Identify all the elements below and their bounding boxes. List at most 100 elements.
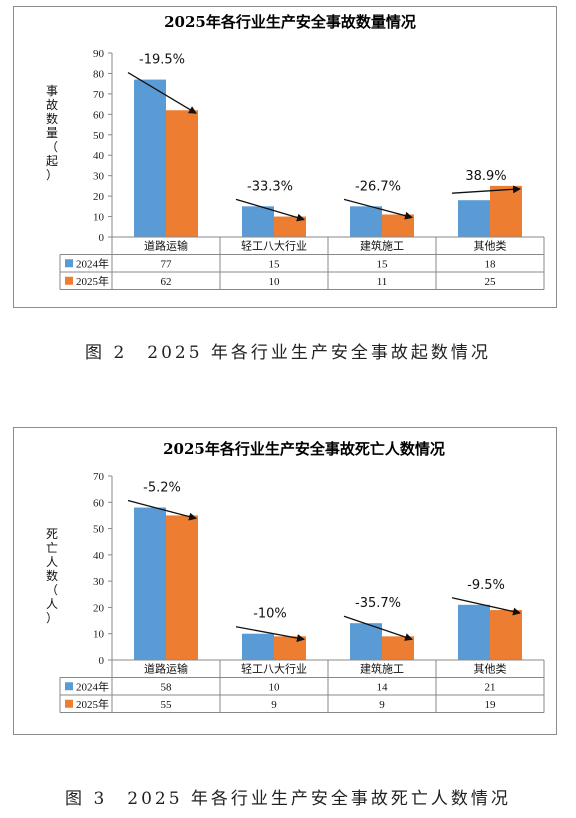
y-axis-label-char: 数 — [46, 568, 58, 583]
data-table-cell: 19 — [485, 699, 497, 711]
data-table-cell: 15 — [269, 258, 281, 270]
data-table-cell: 14 — [377, 681, 389, 693]
y-axis-label-char: ） — [46, 168, 58, 182]
y-tick-label: 50 — [93, 130, 105, 142]
bar-2024 — [242, 206, 274, 237]
bar-2024 — [458, 604, 490, 660]
legend-swatch — [65, 276, 73, 285]
category-label: 其他类 — [474, 662, 507, 676]
data-table-cell: 18 — [485, 258, 497, 270]
change-percent-label: -26.7% — [355, 179, 401, 194]
figure-3-caption: 图 3 2025 年各行业生产安全事故死亡人数情况 — [65, 789, 511, 809]
y-axis-label-char: ） — [46, 611, 58, 625]
data-table-cell: 11 — [377, 276, 388, 288]
y-tick-label: 10 — [93, 629, 105, 641]
bar-2025 — [274, 216, 306, 237]
trend-arrow — [343, 198, 413, 220]
chart-title: 2025年各行业生产安全事故死亡人数情况 — [163, 440, 445, 458]
y-axis-label-char: 亡 — [46, 541, 58, 555]
trend-arrow — [127, 72, 197, 114]
data-table-cell: 21 — [485, 681, 496, 693]
trend-arrow — [235, 198, 305, 222]
y-tick-label: 70 — [93, 471, 105, 483]
legend-swatch — [65, 699, 73, 708]
trend-arrow — [451, 597, 521, 616]
y-tick-label: 0 — [99, 232, 105, 244]
y-axis-label-char: 事 — [46, 84, 58, 98]
data-table-cell: 77 — [161, 258, 173, 270]
y-axis-label-char: （ — [46, 140, 58, 154]
fatality-count-chart: 2025年各行业生产安全事故死亡人数情况死亡人数（人）0102030405060… — [46, 440, 545, 713]
bar-2025 — [274, 636, 306, 660]
data-table-cell: 25 — [485, 276, 497, 288]
y-axis-label-char: 人 — [46, 597, 58, 611]
data-table-cell: 55 — [161, 699, 173, 711]
y-tick-label: 60 — [93, 109, 105, 121]
bar-2025 — [166, 515, 198, 660]
legend-swatch — [65, 259, 73, 268]
y-tick-label: 90 — [93, 48, 105, 60]
category-label: 其他类 — [474, 239, 507, 253]
bar-2025 — [490, 185, 522, 237]
y-tick-label: 60 — [93, 497, 105, 509]
category-label: 建筑施工 — [360, 662, 404, 676]
change-percent-label: -9.5% — [467, 578, 505, 593]
y-axis-label-char: 死 — [46, 527, 58, 541]
figure-2-caption: 图 2 2025 年各行业生产安全事故起数情况 — [85, 343, 491, 363]
y-tick-label: 10 — [93, 212, 105, 224]
trend-arrow — [343, 615, 413, 641]
bar-2024 — [134, 507, 166, 660]
data-table-cell: 9 — [271, 699, 277, 711]
data-table-cell: 62 — [161, 276, 172, 288]
trend-arrow — [127, 499, 197, 521]
y-axis-label-char: 故 — [46, 97, 58, 112]
y-tick-label: 80 — [93, 68, 105, 80]
change-percent-label: 38.9% — [465, 169, 506, 184]
y-axis-label-char: 人 — [46, 555, 58, 569]
change-percent-label: -10% — [253, 607, 287, 622]
data-table-cell: 9 — [379, 699, 385, 711]
y-tick-label: 40 — [93, 550, 105, 562]
change-percent-label: -35.7% — [355, 596, 401, 611]
chart-panel-fatalities: 2025年各行业生产安全事故死亡人数情况死亡人数（人） 0 10 20 30 40 50 60… — [13, 427, 557, 735]
y-axis-label-char: 数 — [46, 111, 58, 126]
y-axis-label-char: 量 — [46, 126, 58, 140]
bar-2024 — [350, 623, 382, 660]
bar-2025 — [490, 610, 522, 660]
bar-2024 — [242, 633, 274, 660]
legend-series-name: 2025年 — [76, 274, 109, 288]
y-tick-label: 20 — [93, 191, 105, 203]
trend-arrow — [235, 626, 305, 642]
y-axis-label-char: （ — [46, 583, 58, 597]
data-table-cell: 10 — [269, 276, 281, 288]
chart-panel-accidents: 2025年各行业生产安全事故数量情况事故数量（起） 0 10 20 30 40 50 60 70… — [13, 6, 557, 308]
y-tick-label: 30 — [93, 171, 105, 183]
data-table-cell: 10 — [269, 681, 281, 693]
y-tick-label: 30 — [93, 576, 105, 588]
y-tick-label: 40 — [93, 150, 105, 162]
change-percent-label: -19.5% — [139, 53, 185, 68]
change-percent-label: -5.2% — [143, 481, 181, 496]
bar-2024 — [134, 79, 166, 237]
y-tick-label: 70 — [93, 89, 105, 101]
legend-series-name: 2025年 — [76, 697, 109, 711]
y-tick-label: 50 — [93, 524, 105, 536]
bar-2024 — [458, 200, 490, 237]
legend-series-name: 2024年 — [76, 256, 109, 270]
change-percent-label: -33.3% — [247, 179, 293, 194]
category-label: 道路运输 — [144, 239, 188, 253]
category-label: 道路运输 — [144, 662, 188, 676]
chart-title: 2025年各行业生产安全事故数量情况 — [164, 13, 416, 31]
trend-arrow — [451, 185, 521, 194]
y-tick-label: 20 — [93, 602, 105, 614]
data-table-cell: 15 — [377, 258, 389, 270]
bar-2024 — [350, 206, 382, 237]
category-label: 轻工八大行业 — [241, 239, 307, 253]
y-tick-label: 0 — [99, 655, 105, 667]
category-label: 轻工八大行业 — [241, 662, 307, 676]
data-table-cell: 58 — [161, 681, 173, 693]
legend-series-name: 2024年 — [76, 679, 109, 693]
legend-swatch — [65, 682, 73, 691]
bar-2025 — [382, 214, 414, 237]
category-label: 建筑施工 — [360, 239, 404, 253]
